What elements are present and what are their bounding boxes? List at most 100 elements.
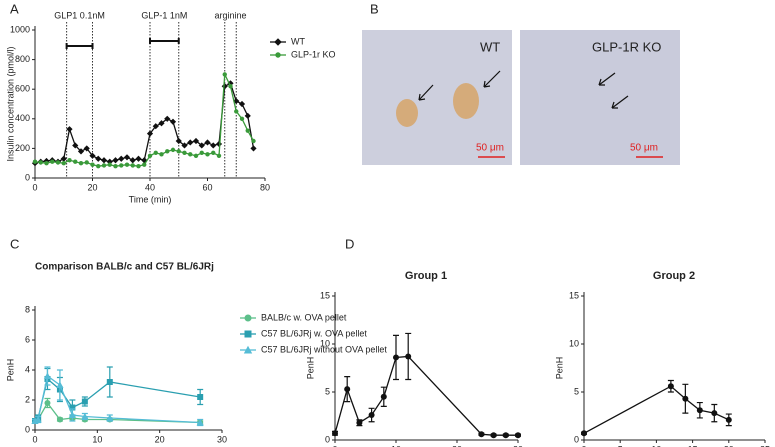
marker bbox=[101, 163, 107, 168]
marker bbox=[234, 109, 239, 114]
marker bbox=[170, 147, 176, 153]
marker bbox=[239, 116, 245, 122]
x-tick-label: 5 bbox=[618, 444, 623, 447]
marker bbox=[682, 395, 689, 402]
marker bbox=[32, 159, 38, 164]
marker bbox=[112, 157, 119, 164]
x-tick-label: 10 bbox=[391, 444, 401, 447]
marker bbox=[81, 398, 88, 405]
marker bbox=[696, 407, 703, 414]
period-label: GLP1 0.1nM bbox=[54, 10, 105, 20]
chart-title: Comparison BALB/c and C57 BL/6JRj bbox=[35, 262, 214, 273]
marker bbox=[44, 400, 51, 406]
y-axis-label: PenH bbox=[305, 357, 315, 380]
marker bbox=[106, 379, 113, 385]
marker bbox=[153, 150, 158, 156]
marker bbox=[228, 84, 233, 89]
marker bbox=[159, 152, 164, 157]
marker bbox=[169, 118, 177, 125]
marker bbox=[405, 353, 412, 360]
islet bbox=[453, 83, 479, 119]
y-tick-label: 8 bbox=[25, 304, 30, 314]
marker bbox=[34, 415, 42, 423]
marker bbox=[164, 115, 171, 122]
marker bbox=[142, 162, 147, 167]
marker bbox=[211, 150, 216, 156]
y-tick-label: 1000 bbox=[10, 24, 30, 34]
marker bbox=[72, 142, 79, 149]
scale-label: 50 μm bbox=[630, 143, 658, 154]
marker bbox=[106, 158, 113, 165]
marker bbox=[332, 430, 338, 437]
legend-label: WT bbox=[291, 36, 305, 46]
panel-letter: D bbox=[345, 236, 354, 251]
marker bbox=[66, 126, 73, 133]
y-tick-label: 10 bbox=[569, 338, 579, 348]
marker bbox=[44, 161, 49, 166]
marker bbox=[60, 155, 67, 162]
arrows bbox=[418, 70, 629, 109]
period-bracket bbox=[149, 38, 180, 44]
x-tick-label: 60 bbox=[202, 182, 212, 192]
y-tick-label: 0 bbox=[574, 434, 579, 444]
legend-label: C57 BL/6JRj w. OVA pellet bbox=[261, 328, 367, 338]
marker bbox=[275, 52, 281, 58]
x-tick-label: 0 bbox=[32, 182, 37, 192]
x-tick-label: 20 bbox=[87, 182, 97, 192]
marker bbox=[244, 314, 252, 322]
marker bbox=[238, 100, 246, 108]
panel-b: B WT GLP-1R KO 50 μm 50 μm bbox=[362, 1, 680, 165]
x-tick-label: 0 bbox=[32, 434, 37, 444]
period-label: arginine bbox=[214, 10, 246, 20]
legend-label: C57 BL/6JRj without OVA pellet bbox=[261, 344, 387, 354]
marker bbox=[233, 97, 240, 105]
marker bbox=[205, 152, 210, 157]
marker bbox=[152, 123, 159, 130]
marker bbox=[667, 383, 674, 390]
marker bbox=[344, 386, 351, 393]
x-tick-label: 10 bbox=[651, 444, 661, 447]
marker bbox=[113, 163, 118, 169]
marker bbox=[196, 418, 204, 426]
x-tick-label: 10 bbox=[92, 434, 102, 444]
y-tick-label: 2 bbox=[25, 394, 30, 404]
marker bbox=[197, 394, 204, 400]
y-axis-label: Insulin concentration (pmol/l) bbox=[5, 46, 15, 161]
period-label: GLP-1 1nM bbox=[141, 10, 187, 20]
marker bbox=[478, 431, 485, 438]
x-tick-label: 25 bbox=[760, 444, 770, 447]
marker bbox=[130, 163, 135, 168]
y-tick-label: 10 bbox=[320, 338, 330, 348]
x-tick-label: 15 bbox=[688, 444, 698, 447]
marker bbox=[215, 140, 223, 148]
marker bbox=[107, 162, 112, 167]
chart-title: Group 1 bbox=[405, 270, 447, 282]
marker bbox=[274, 38, 282, 46]
marker bbox=[146, 130, 154, 137]
marker bbox=[100, 157, 108, 164]
y-tick-label: 0 bbox=[25, 172, 30, 182]
marker bbox=[490, 432, 497, 439]
marker bbox=[221, 83, 228, 90]
marker bbox=[69, 404, 76, 411]
x-tick-label: 20 bbox=[724, 444, 734, 447]
series-line bbox=[334, 355, 518, 436]
marker bbox=[380, 393, 387, 400]
marker bbox=[393, 354, 399, 361]
y-tick-label: 15 bbox=[320, 290, 330, 300]
x-tick-label: 80 bbox=[260, 182, 270, 192]
y-tick-label: 6 bbox=[25, 334, 30, 344]
marker bbox=[106, 414, 114, 421]
marker bbox=[245, 128, 250, 133]
marker bbox=[193, 153, 199, 158]
marker bbox=[124, 162, 130, 167]
panel-letter: B bbox=[370, 1, 379, 16]
legend-label: GLP-1r KO bbox=[291, 49, 336, 59]
marker bbox=[119, 163, 124, 168]
marker bbox=[56, 416, 63, 423]
marker bbox=[83, 145, 90, 152]
y-tick-label: 5 bbox=[325, 386, 330, 396]
marker bbox=[77, 148, 85, 155]
marker bbox=[61, 161, 66, 166]
marker bbox=[81, 412, 89, 420]
